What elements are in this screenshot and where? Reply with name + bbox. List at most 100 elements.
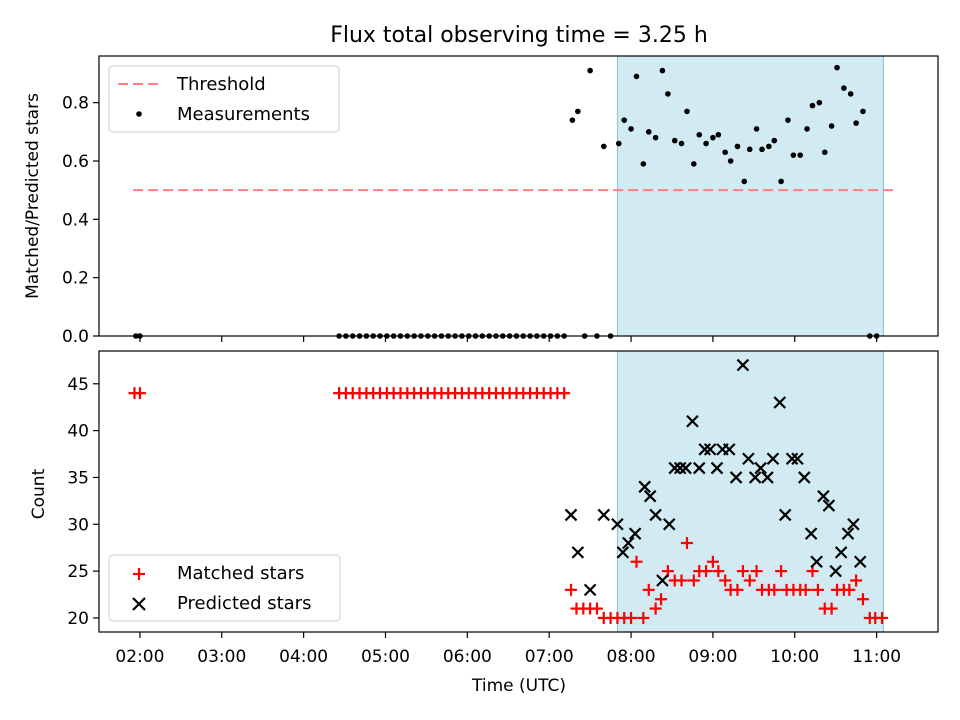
top-y-axis: 0.0 0.2 0.4 0.6 0.8 [62,94,99,347]
matched-star-point [719,574,732,587]
measurement-point [734,143,741,150]
bottom-y-tick-label: 30 [67,515,89,535]
matched-star-point [731,583,744,596]
measurement-point [621,117,628,123]
predicted-star-point [822,499,836,512]
predicted-star-point [686,414,699,428]
matched-star-point [625,611,638,624]
matched-star-point [825,602,838,615]
predicted-star-point [679,461,692,475]
top-panel: 0.00.20.40.60.8 Matched/Predicted stars … [23,55,939,347]
bottom-legend-box [108,554,341,622]
predicted-star-point [785,452,799,465]
bottom-legend: Matched stars Predicted stars [108,554,341,622]
bottom-y-tick-label: 35 [67,468,89,488]
bottom-panel: 20 25 30 35 40 45 02:00 03:00 04:00 05:00 06:00 07… [29,350,939,696]
top-y-tick-label: 0.0 [62,327,89,347]
measurement-point [722,149,728,156]
measurement-point [569,117,576,123]
x-tick-label: 05:00 [361,647,410,667]
measurement-point [633,73,640,80]
predicted-star-point [834,546,848,559]
matched-star-point [590,602,603,615]
measurement-point [710,134,716,141]
measurement-point [640,161,647,167]
top-y-tick-label: 0.6 [62,152,89,172]
predicted-star-point [668,461,681,475]
top-y-tick-label: 0.4 [62,210,89,230]
predicted-star-point [722,443,736,456]
measurement-point [727,158,734,164]
x-tick-label: 07:00 [525,647,574,667]
measurement-point [785,117,791,123]
bottom-y-tick-label: 25 [67,562,89,582]
predicted-star-point [564,508,578,522]
predicted-star-point [656,574,669,587]
measurement-point [746,146,753,153]
predicted-star-point [643,489,657,503]
measurement-point [615,140,622,147]
predicted-star-point [616,546,630,559]
matched-star-point [811,583,824,596]
legend-predicted-swatch [132,597,146,611]
measurement-point [587,67,593,74]
predicted-star-point [710,461,724,475]
measurement-point [628,126,634,132]
matched-star-point [558,387,571,400]
matched-star-point [843,583,856,596]
matched-star-point [768,583,781,596]
predicted-star-point [736,358,750,372]
matched-star-point [700,565,713,578]
predicted-star-point [829,564,842,578]
predicted-star-points [564,358,867,597]
matched-star-point [856,593,869,606]
bottom-y-label: Count [29,468,49,519]
measurement-point [759,146,765,153]
predicted-star-point [597,508,611,522]
measurement-point [828,123,835,129]
matched-star-point [637,611,650,624]
predicted-star-point [766,452,780,465]
predicted-star-point [742,452,755,465]
measurement-point [797,152,804,158]
legend-predicted-label: Predicted stars [177,593,311,614]
x-tick-label: 11:00 [852,647,901,667]
measurement-point [659,67,666,74]
legend-measurement-label: Measurements [177,104,310,125]
predicted-star-point [810,555,823,569]
measurement-point [575,108,581,115]
predicted-star-point [611,518,624,531]
predicted-star-point [748,471,762,484]
bottom-y-axis: 20 25 30 35 40 45 [67,375,99,629]
x-tick-label: 03:00 [197,647,246,667]
measurement-point [816,99,823,106]
x-tick-label: 06:00 [443,647,492,667]
measurement-point [766,143,772,150]
matched-star-point [680,537,693,550]
measurement-point [696,131,703,138]
measurement-point [804,126,810,132]
measurement-point [703,140,709,147]
matched-star-point [687,574,700,587]
predicted-star-point [622,536,635,550]
measurement-point [652,134,659,141]
measurement-point [645,129,652,135]
predicted-star-point [817,489,830,503]
x-tick-label: 09:00 [688,647,737,667]
predicted-star-point [698,443,711,456]
x-tick-label: 04:00 [279,647,328,667]
measurement-point [741,178,748,185]
x-tick-label: 02:00 [115,647,164,667]
bottom-y-tick-label: 40 [67,422,89,442]
matched-star-point [876,611,889,624]
matched-star-point [712,565,725,578]
predicted-star-point [571,546,585,559]
predicted-star-point [583,583,597,597]
matched-star-point [133,387,146,400]
measurement-point [860,108,866,115]
predicted-star-point [754,461,767,475]
legend-threshold-label: Threshold [176,74,266,95]
top-y-label: Matched/Predicted stars [23,93,43,299]
matched-star-point [706,555,719,568]
measurement-point [684,108,690,115]
